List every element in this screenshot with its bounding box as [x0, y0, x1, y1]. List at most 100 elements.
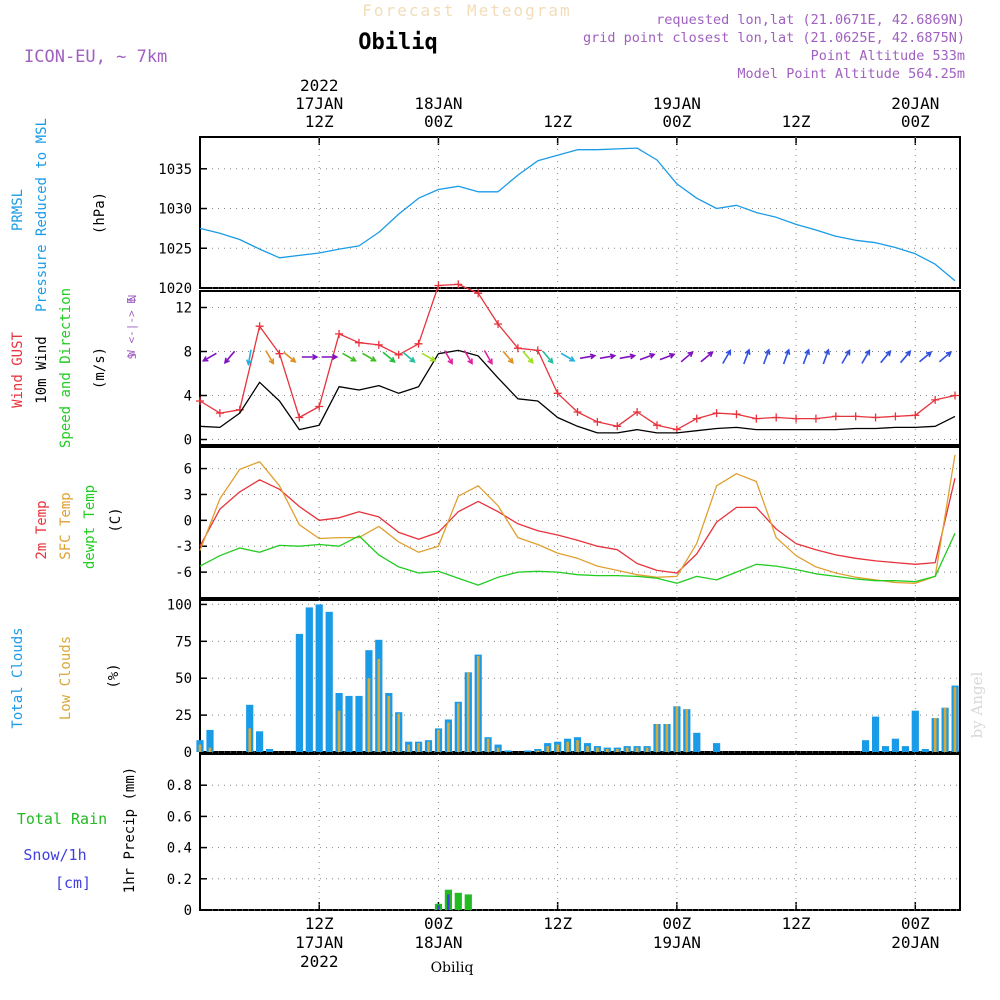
wind-direction-arrow — [743, 348, 751, 365]
wind-direction-arrow — [223, 350, 236, 364]
gust-marker — [533, 346, 542, 355]
gust-marker — [732, 410, 741, 419]
wind-direction-arrow — [382, 351, 396, 363]
wind-direction-arrow — [619, 353, 637, 360]
wind-direction-arrow — [899, 350, 912, 364]
total-cloud-bar — [315, 604, 323, 752]
wind-label-10m: 10m Wind — [34, 336, 50, 403]
total-cloud-bar — [921, 749, 929, 752]
wind-direction-arrow — [522, 350, 534, 364]
gust-marker — [633, 408, 642, 416]
wind-direction-arrow — [762, 348, 771, 365]
top-hour-label: 12Z — [782, 112, 811, 131]
low-cloud-bar — [576, 740, 579, 752]
wind-label-speed-dir: Speed and Direction — [58, 288, 74, 448]
bottom-hour-label: 00Z — [424, 914, 453, 933]
precip-label-cm: [cm] — [55, 874, 91, 892]
total-cloud-bar — [305, 607, 313, 752]
gust-marker — [494, 320, 503, 328]
y-tick-label: 0 — [184, 745, 192, 761]
low-cloud-bar — [457, 703, 460, 752]
wind-direction-arrow — [443, 350, 453, 365]
low-cloud-bar — [476, 656, 480, 752]
precip-label-rain: Total Rain — [17, 810, 107, 828]
wind-direction-arrow — [246, 349, 253, 367]
wind-direction-arrow — [938, 351, 953, 363]
top-hour-label: 12Z — [543, 112, 572, 131]
total-cloud-bar — [504, 750, 512, 752]
y-tick-label: 6 — [184, 462, 192, 478]
y-tick-label: 0 — [184, 903, 192, 919]
total-cloud-bar — [872, 716, 880, 752]
compass-north: N — [126, 295, 139, 302]
top-date-label: 20JAN — [891, 94, 939, 113]
wind-direction-arrow — [542, 350, 554, 364]
wind-unit: (m/s) — [92, 347, 108, 389]
total-cloud-bar — [295, 633, 303, 752]
low-cloud-bar — [645, 747, 649, 752]
wind-label-gust: Wind GUST — [10, 332, 26, 408]
gust-marker — [394, 350, 403, 359]
gust-marker — [434, 281, 443, 290]
temp-label-sfc: SFC Temp — [58, 492, 74, 559]
snow-bar — [437, 905, 440, 910]
y-tick-label: 8 — [184, 345, 192, 361]
y-tick-label: 0 — [184, 513, 192, 529]
total-cloud-bar — [345, 695, 353, 752]
snow-bar — [447, 894, 450, 910]
gust-marker — [454, 280, 463, 289]
low-cloud-bar — [933, 718, 937, 752]
top-date-label: 18JAN — [414, 94, 462, 113]
wind-direction-arrow — [700, 351, 714, 363]
gust-marker — [951, 391, 960, 400]
clouds-panel: 0 25 50 75 100 — [167, 597, 961, 761]
gust-marker — [295, 413, 304, 422]
low-cloud-bar — [616, 749, 619, 752]
wind-panel: 0 4 8 12 — [175, 280, 961, 449]
wind-direction-arrow — [201, 352, 217, 362]
gust-marker — [593, 417, 602, 426]
total-cloud-bar — [524, 750, 532, 752]
bottom-hour-label: 00Z — [901, 914, 930, 933]
gust-marker — [513, 344, 522, 353]
series-line-dewpt-temp — [199, 533, 956, 586]
low-cloud-bar — [655, 724, 659, 752]
gust-marker — [255, 322, 264, 331]
model-label: ICON-EU, ~ 7km — [24, 47, 167, 67]
temp-label-dewpt: dewpt Temp — [82, 485, 98, 569]
clouds-unit: (%) — [106, 663, 122, 688]
gust-marker — [335, 329, 344, 338]
wind-direction-arrow — [265, 350, 275, 365]
panel-frame — [199, 753, 961, 911]
wind-direction-arrow — [782, 348, 791, 365]
wind-direction-arrow — [841, 349, 851, 364]
y-tick-label: 0.2 — [167, 872, 192, 888]
total-cloud-bar — [266, 749, 274, 752]
top-date-label: 17JAN — [295, 94, 343, 113]
panel-frame — [199, 290, 961, 446]
y-tick-label: 100 — [167, 597, 192, 613]
rain-bar — [464, 894, 472, 910]
pressure-label-msl: Pressure Reduced to MSL — [34, 118, 50, 312]
gust-marker — [613, 422, 622, 431]
pressure-panel: 1020 1025 1030 1035 — [158, 136, 961, 297]
y-tick-label: 1020 — [158, 281, 192, 297]
y-tick-label: 3 — [184, 487, 192, 503]
top-hour-label: 00Z — [424, 112, 453, 131]
bottom-date-label: 18JAN — [414, 933, 462, 952]
gust-marker — [931, 395, 940, 404]
gust-marker — [553, 389, 562, 398]
panel-frame — [199, 446, 961, 599]
gust-marker — [573, 408, 582, 416]
info-line-4: Model Point Altitude 564.25m — [737, 66, 965, 82]
low-cloud-bar — [546, 746, 549, 752]
low-cloud-bar — [466, 672, 470, 752]
low-cloud-bar — [586, 746, 589, 752]
precip-axis-label: 1hr Precip (mm) — [122, 767, 138, 893]
bottom-hour-label: 12Z — [305, 914, 334, 933]
low-cloud-bar — [685, 709, 689, 752]
pressure-label-prmsl: PRMSL — [10, 189, 26, 231]
gust-marker — [752, 414, 761, 423]
total-cloud-bar — [862, 740, 870, 752]
